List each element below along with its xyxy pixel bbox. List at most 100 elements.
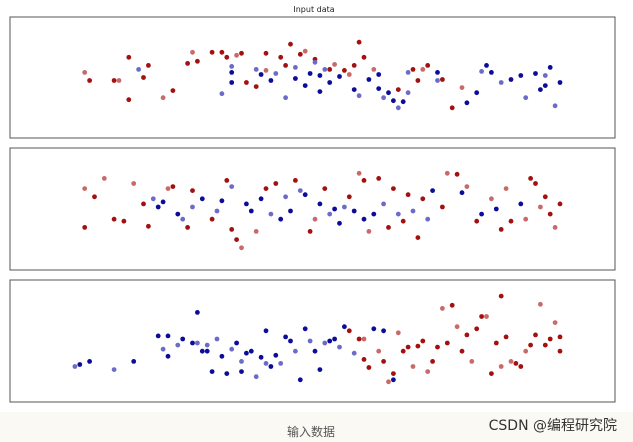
data-point-red <box>244 80 249 85</box>
data-point-red <box>498 293 504 299</box>
data-point-red <box>82 225 88 230</box>
data-point-red <box>523 348 529 354</box>
data-point-red <box>547 336 553 342</box>
data-point-red <box>361 357 367 362</box>
data-point-red <box>391 186 396 192</box>
data-point-blue <box>72 364 78 369</box>
data-point-red <box>503 334 509 340</box>
data-point-red <box>440 77 445 82</box>
data-point-red <box>489 371 494 376</box>
data-point-red <box>170 88 176 93</box>
data-point-red <box>351 63 357 68</box>
data-point-blue <box>209 369 215 374</box>
data-point-red <box>312 216 318 222</box>
data-point-red <box>229 227 235 232</box>
data-point-red <box>449 302 455 308</box>
data-point-red <box>459 85 465 90</box>
data-point-blue <box>302 83 308 88</box>
data-point-red <box>288 41 293 47</box>
data-point-red <box>469 359 475 364</box>
data-point-red <box>440 204 445 210</box>
data-point-red <box>121 218 127 224</box>
data-point-red <box>420 196 426 202</box>
data-point-blue <box>337 220 342 226</box>
data-point-blue <box>381 328 386 334</box>
data-point-red <box>449 105 455 111</box>
data-point-blue <box>552 103 558 109</box>
data-point-blue <box>518 201 524 207</box>
data-point-blue <box>204 348 210 354</box>
data-point-blue <box>190 204 195 210</box>
data-point-red <box>454 324 460 330</box>
data-point-red <box>342 68 347 73</box>
data-point-blue <box>283 95 288 101</box>
data-point-red <box>513 361 519 366</box>
data-point-blue <box>400 99 406 105</box>
data-point-red <box>195 58 200 64</box>
data-point-red <box>366 365 372 370</box>
data-point-blue <box>327 211 333 217</box>
data-point-blue <box>253 374 259 380</box>
data-point-red <box>170 184 176 190</box>
data-point-red <box>552 225 558 230</box>
data-point-blue <box>244 201 249 207</box>
data-point-blue <box>268 211 274 217</box>
data-point-blue <box>229 70 235 75</box>
data-point-red <box>371 67 377 72</box>
data-point-red <box>82 186 88 192</box>
data-point-red <box>547 211 553 217</box>
data-point-blue <box>361 216 367 222</box>
data-point-red <box>425 63 431 68</box>
data-point-red <box>263 50 269 56</box>
data-point-blue <box>165 353 171 359</box>
data-point-red <box>361 178 367 183</box>
data-point-blue <box>87 359 92 364</box>
data-point-red <box>346 328 352 334</box>
data-point-blue <box>474 90 480 96</box>
panel-frame-top <box>9 16 616 139</box>
data-point-blue <box>268 364 274 369</box>
data-point-red <box>474 218 480 224</box>
data-point-blue <box>229 64 235 69</box>
data-point-red <box>302 48 308 54</box>
data-point-red <box>533 332 538 338</box>
data-point-red <box>440 306 445 311</box>
data-point-blue <box>219 353 225 359</box>
data-point-blue <box>248 348 254 354</box>
data-point-red <box>498 227 504 232</box>
csdn-watermark: CSDN @编程研究院 <box>489 418 617 434</box>
data-point-blue <box>268 78 274 83</box>
data-point-blue <box>302 326 308 332</box>
data-point-blue <box>533 71 538 76</box>
data-point-blue <box>234 340 240 346</box>
data-point-red <box>185 61 191 66</box>
data-point-red <box>430 359 435 364</box>
data-point-red <box>508 359 514 364</box>
data-point-blue <box>77 362 83 367</box>
data-point-red <box>498 364 504 369</box>
data-point-blue <box>317 73 323 78</box>
data-point-red <box>263 68 269 73</box>
data-point-blue <box>195 340 200 346</box>
data-point-red <box>400 218 406 224</box>
data-point-blue <box>190 340 195 346</box>
data-point-blue <box>293 65 298 70</box>
data-point-blue <box>214 336 220 342</box>
data-point-blue <box>219 91 225 97</box>
data-point-blue <box>371 326 377 332</box>
data-point-blue <box>351 208 357 214</box>
data-point-blue <box>547 65 553 70</box>
data-point-blue <box>493 206 499 212</box>
data-point-red <box>361 336 367 342</box>
data-point-red <box>346 194 352 200</box>
data-point-blue <box>351 87 357 92</box>
data-point-blue <box>263 328 269 334</box>
data-point-blue <box>239 369 244 374</box>
data-point-red <box>538 301 543 307</box>
data-point-red <box>366 229 372 234</box>
data-point-blue <box>557 80 563 85</box>
data-point-blue <box>180 336 186 342</box>
data-point-red <box>253 84 259 89</box>
data-point-blue <box>302 192 308 198</box>
